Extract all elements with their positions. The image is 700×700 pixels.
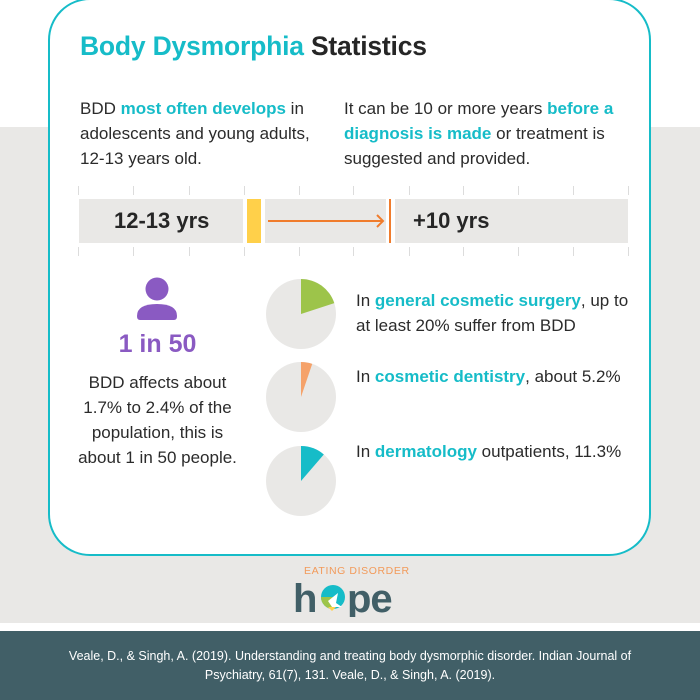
tick: [353, 247, 354, 256]
tick: [628, 186, 629, 195]
tick: [409, 247, 410, 256]
stat-dermatology: In dermatology outpatients, 11.3%: [356, 439, 641, 464]
onset-lead: BDD: [80, 99, 121, 118]
tick: [78, 186, 79, 195]
title-accent: Body Dysmorphia: [80, 31, 304, 61]
timeline-start-label: 12-13 yrs: [114, 208, 210, 233]
tick: [628, 247, 629, 256]
stat-lead: In: [356, 367, 375, 386]
onset-marker: [247, 199, 261, 243]
stat-rest: , about 5.2%: [525, 367, 621, 386]
diagnosis-delay-text: It can be 10 or more years before a diag…: [344, 96, 634, 171]
tick: [244, 186, 245, 195]
stat-highlight: dermatology: [374, 442, 477, 461]
stat-lead: In: [356, 442, 375, 461]
tick: [244, 247, 245, 256]
page-title: Body Dysmorphia Statistics: [80, 31, 427, 62]
tick: [133, 247, 134, 256]
onset-text: BDD most often develops in adolescents a…: [80, 96, 320, 171]
stats-card: [48, 0, 651, 556]
tick: [409, 186, 410, 195]
tick: [518, 247, 519, 256]
tick: [463, 247, 464, 256]
citation-text: Veale, D., & Singh, A. (2019). Understan…: [68, 648, 632, 682]
stat-highlight: cosmetic dentistry: [374, 367, 526, 386]
citation-footer: Veale, D., & Singh, A. (2019). Understan…: [0, 631, 700, 700]
pie-slice: [301, 279, 335, 314]
pie-chart-dermatology: [266, 446, 336, 516]
person-icon: [137, 277, 177, 320]
delay-highlight: before a diagnosis is made: [344, 99, 614, 143]
eating-disorder-hope-logo: EATING DISORDER h pe: [292, 563, 410, 617]
pie-chart-cosmetic-dentistry: [266, 362, 336, 432]
tick: [299, 186, 300, 195]
prevalence-text: BDD affects about 1.7% to 2.4% of the po…: [78, 373, 237, 467]
tick: [133, 186, 134, 195]
prevalence-headline: 1 in 50: [118, 330, 197, 358]
logo-subtitle: EATING DISORDER: [304, 565, 410, 577]
title-plain: Statistics: [310, 31, 427, 61]
tick: [353, 186, 354, 195]
stat-cosmetic-surgery: In general cosmetic surgery, up to at le…: [356, 288, 641, 338]
timeline-end-label: +10 yrs: [413, 208, 490, 233]
onset-highlight: most often develops: [120, 99, 286, 118]
pie-slice: [301, 362, 313, 397]
tick: [299, 247, 300, 256]
pie-chart-cosmetic-surgery: [266, 279, 336, 349]
onset-rest: in adolescents and young adults, 12-13 y…: [80, 99, 310, 168]
stat-highlight: general cosmetic surgery: [374, 291, 581, 310]
arrow-right-icon: [268, 214, 385, 228]
pie-slice: [301, 446, 324, 481]
tick: [573, 186, 574, 195]
tick: [518, 186, 519, 195]
tick: [189, 186, 190, 195]
stat-rest: , up to at least 20% suffer from BDD: [356, 291, 629, 335]
svg-text:h: h: [293, 577, 316, 617]
tick: [189, 247, 190, 256]
delay-rest: or treatment is suggested and provided.: [344, 124, 605, 168]
stat-cosmetic-dentistry: In cosmetic dentistry, about 5.2%: [356, 364, 641, 389]
timeline-end-segment: [395, 199, 628, 243]
delay-lead: It can be 10 or more years: [344, 99, 548, 118]
tick: [463, 186, 464, 195]
diagnosis-marker: [389, 199, 391, 243]
stat-rest: outpatients, 11.3%: [476, 442, 622, 461]
svg-text:pe: pe: [347, 577, 392, 617]
timeline-start-segment: [79, 199, 243, 243]
logo-wordmark: h pe: [293, 577, 393, 617]
tick: [78, 247, 79, 256]
stat-lead: In: [356, 291, 375, 310]
tick: [573, 247, 574, 256]
